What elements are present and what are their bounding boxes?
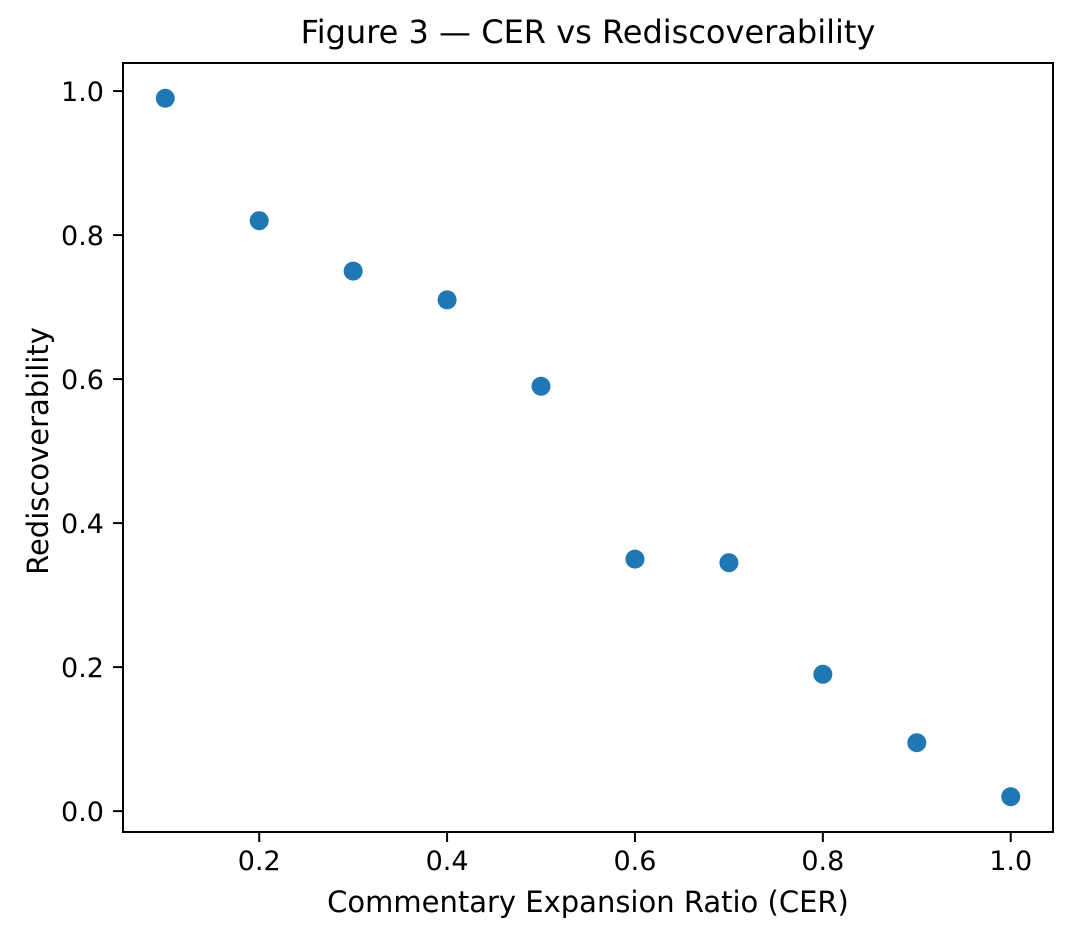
x-tick-label: 0.8 bbox=[801, 846, 844, 877]
data-point bbox=[155, 88, 175, 108]
plot-border bbox=[122, 62, 1054, 833]
data-point bbox=[437, 290, 457, 310]
x-axis-label: Commentary Expansion Ratio (CER) bbox=[327, 885, 849, 919]
data-point bbox=[907, 733, 927, 753]
y-axis-label: Rediscoverability bbox=[21, 327, 55, 575]
x-tick-label: 0.4 bbox=[426, 846, 469, 877]
data-point bbox=[813, 664, 833, 684]
x-tick-label: 0.6 bbox=[613, 846, 656, 877]
x-tick-label: 0.2 bbox=[238, 846, 281, 877]
x-tick-label: 1.0 bbox=[989, 846, 1032, 877]
y-tick-label: 0.0 bbox=[61, 797, 104, 828]
y-tick-label: 1.0 bbox=[61, 77, 104, 108]
y-tick-label: 0.2 bbox=[61, 653, 104, 684]
data-point bbox=[249, 211, 269, 231]
data-point bbox=[1001, 787, 1021, 807]
y-tick-label: 0.6 bbox=[61, 365, 104, 396]
data-point bbox=[343, 261, 363, 281]
data-point bbox=[719, 553, 739, 573]
data-point bbox=[625, 549, 645, 569]
chart-title: Figure 3 — CER vs Rediscoverability bbox=[300, 13, 876, 51]
data-point bbox=[531, 376, 551, 396]
y-tick-label: 0.4 bbox=[61, 509, 104, 540]
y-tick-label: 0.8 bbox=[61, 221, 104, 252]
